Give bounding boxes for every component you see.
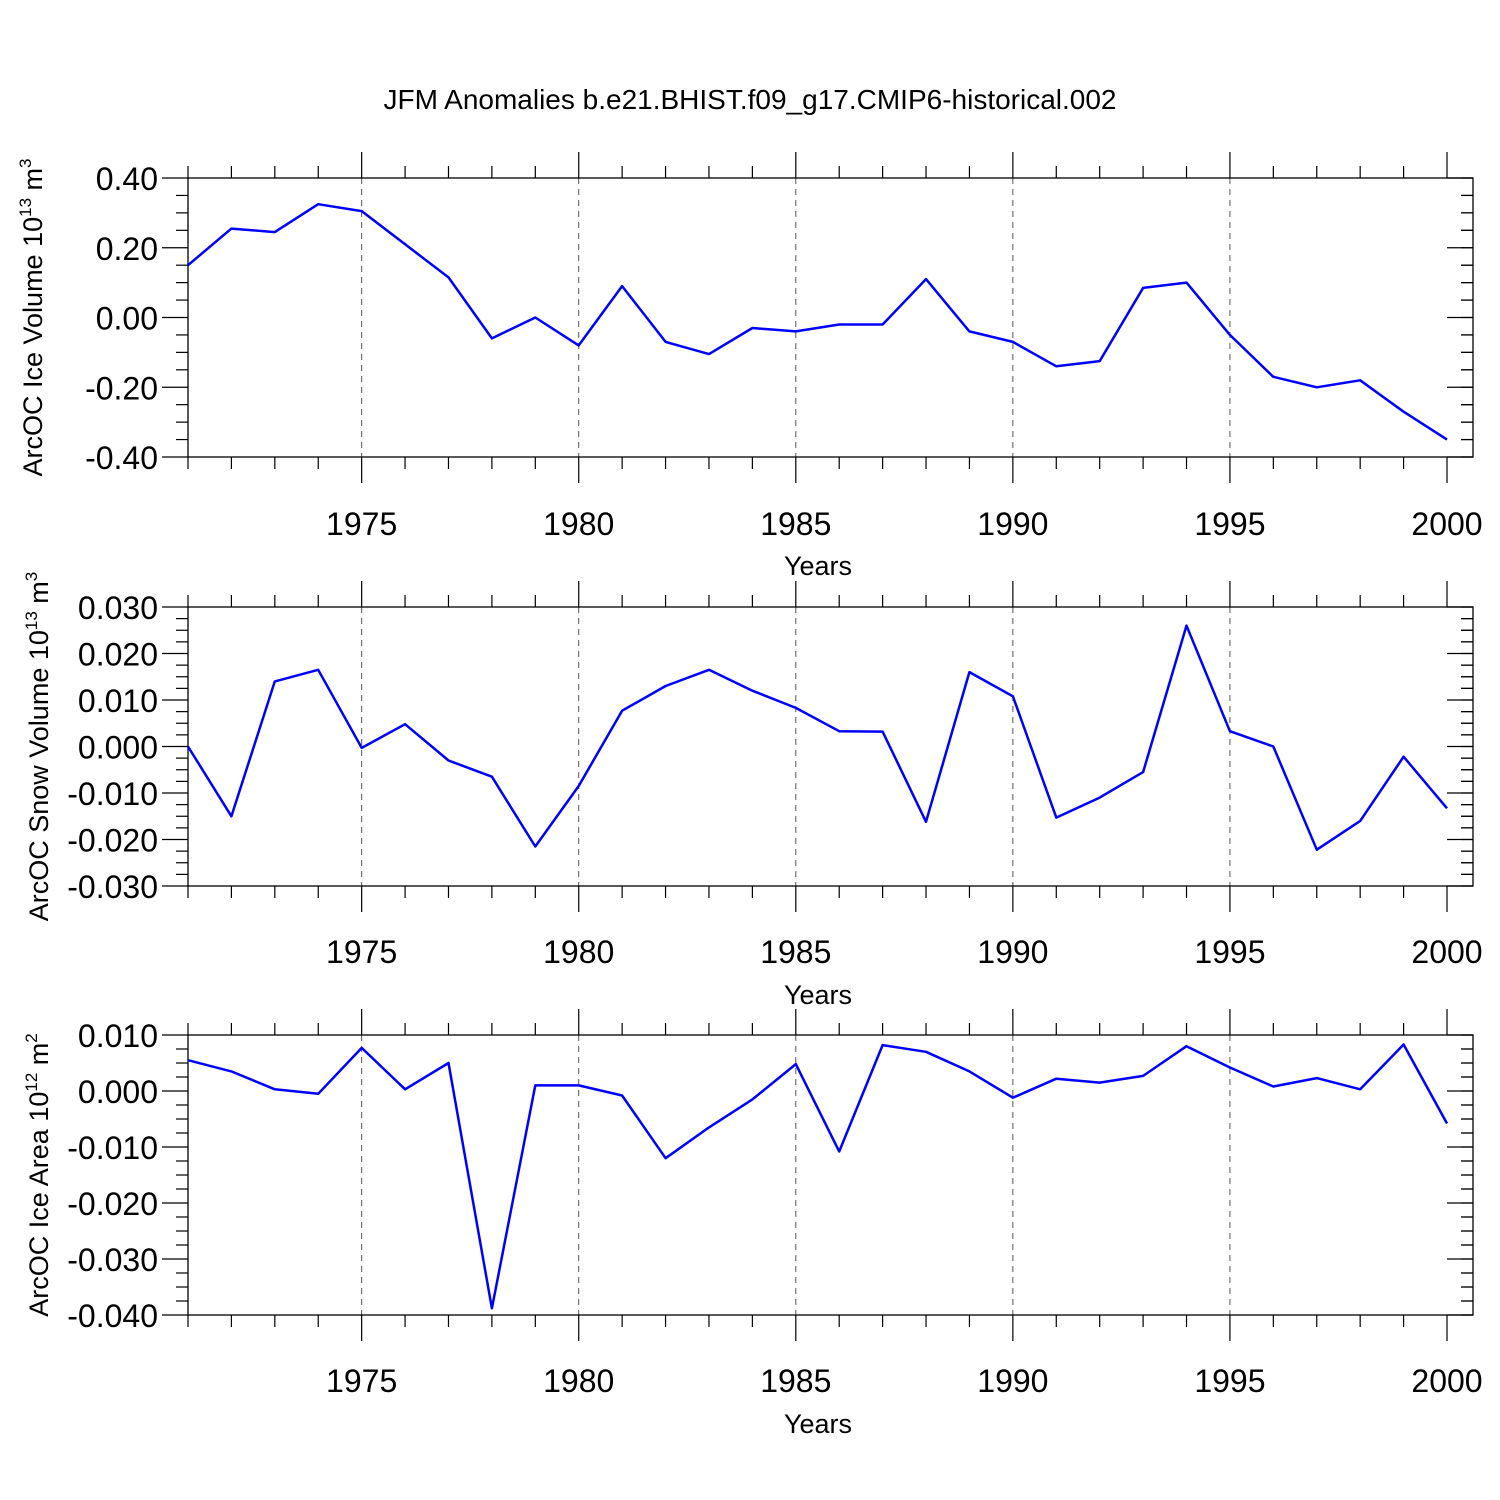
page-title: JFM Anomalies b.e21.BHIST.f09_g17.CMIP6-… xyxy=(383,84,1117,115)
y-tick-label: 0.20 xyxy=(96,231,158,267)
x-axis-label: Years xyxy=(784,551,852,581)
plot-frame xyxy=(187,606,1474,887)
x-tick-label: 2000 xyxy=(1411,506,1482,542)
x-tick-label: 1995 xyxy=(1194,1363,1265,1399)
y-tick-label: 0.000 xyxy=(78,1074,158,1110)
series-line xyxy=(186,624,1448,851)
y-tick-label: -0.040 xyxy=(67,1298,158,1334)
x-tick-label: 1975 xyxy=(326,934,397,970)
y-tick-label: -0.030 xyxy=(67,1242,158,1278)
plot-frame xyxy=(187,177,1474,458)
x-tick-label: 1985 xyxy=(760,934,831,970)
x-tick-label: 1980 xyxy=(543,934,614,970)
panel-2: 0.030 0.020 0.010 0.000 -0.010 -0.020 -0.030 19… xyxy=(22,572,1483,1010)
y-tick-label: -0.020 xyxy=(67,1186,158,1222)
x-tick-label: 1990 xyxy=(977,934,1048,970)
x-tick-label: 1975 xyxy=(326,506,397,542)
y-axis-label: ArcOC Ice Area 1012 m2 xyxy=(22,1033,54,1317)
y-tick-label: 0.010 xyxy=(78,1018,158,1054)
x-tick-label: 1990 xyxy=(977,1363,1048,1399)
y-tick-label: 0.000 xyxy=(78,730,158,766)
y-tick-label: -0.010 xyxy=(67,776,158,812)
y-tick-label: 0.00 xyxy=(96,301,158,337)
x-tick-label: 2000 xyxy=(1411,1363,1482,1399)
y-tick-label: -0.40 xyxy=(85,440,158,476)
plot-frame xyxy=(187,1034,1474,1316)
y-axis-label: ArcOC Ice Volume 1013 m3 xyxy=(16,158,48,476)
y-tick-label: -0.010 xyxy=(67,1130,158,1166)
x-tick-label: 1980 xyxy=(543,1363,614,1399)
y-tick-label: 0.030 xyxy=(78,590,158,626)
x-tick-label: 1985 xyxy=(760,506,831,542)
series-line xyxy=(187,1043,1449,1310)
x-tick-label: 1975 xyxy=(326,1363,397,1399)
panel-3: 0.010 0.000 -0.010 -0.020 -0.030 -0.040 1975 19… xyxy=(22,1009,1483,1439)
y-tick-label: -0.20 xyxy=(85,370,158,406)
x-axis-label: Years xyxy=(784,1409,852,1439)
y-tick-label: 0.010 xyxy=(78,683,158,719)
y-tick-label: -0.030 xyxy=(67,869,158,905)
x-tick-label: 1995 xyxy=(1194,934,1265,970)
x-tick-label: 1985 xyxy=(760,1363,831,1399)
x-tick-label: 1995 xyxy=(1194,506,1265,542)
panel-1: 0.40 0.20 0.00 -0.20 -0.40 1975 1980 1985 1990 19… xyxy=(16,152,1483,581)
x-tick-label: 1980 xyxy=(543,506,614,542)
x-tick-label: 2000 xyxy=(1411,934,1482,970)
y-axis-label: ArcOC Snow Volume 1013 m3 xyxy=(22,572,54,922)
x-tick-label: 1990 xyxy=(977,506,1048,542)
y-tick-label: 0.020 xyxy=(78,637,158,673)
x-axis-label: Years xyxy=(784,980,852,1010)
y-tick-label: 0.40 xyxy=(96,161,158,197)
y-tick-label: -0.020 xyxy=(67,823,158,859)
series-line xyxy=(187,202,1448,441)
